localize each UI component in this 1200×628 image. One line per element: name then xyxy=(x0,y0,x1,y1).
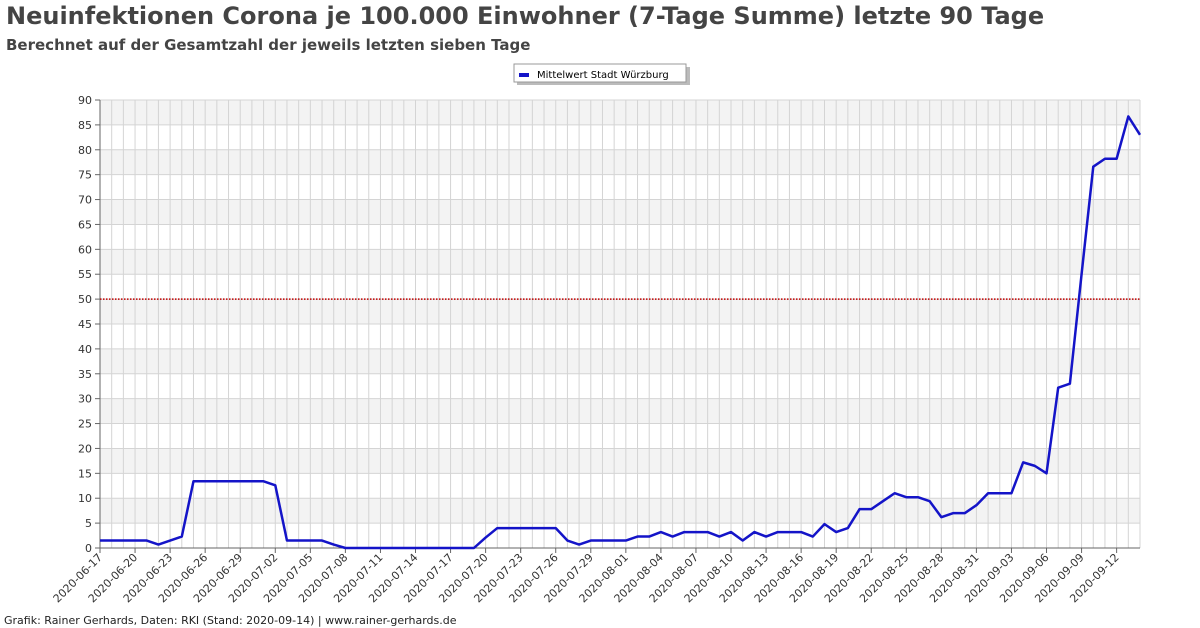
chart-title: Neuinfektionen Corona je 100.000 Einwohn… xyxy=(6,2,1044,30)
legend-box xyxy=(513,63,687,83)
grid-band xyxy=(100,299,1140,324)
data-line xyxy=(100,115,1142,550)
grid-band xyxy=(100,149,1140,175)
grid-band xyxy=(100,199,1140,225)
y-tick-label: 60 xyxy=(78,243,92,256)
y-tick-label: 85 xyxy=(78,119,92,132)
grid-band xyxy=(100,348,1140,374)
y-tick-label: 45 xyxy=(78,318,92,331)
grid-band xyxy=(100,249,1140,275)
y-tick-label: 70 xyxy=(78,194,92,207)
grid-band xyxy=(100,398,1140,424)
y-tick-label: 30 xyxy=(78,393,92,406)
y-tick-label: 90 xyxy=(78,94,92,107)
y-tick-label: 75 xyxy=(78,169,92,182)
y-tick-label: 25 xyxy=(78,418,92,431)
legend-label: Mittelwert Stadt Würzburg xyxy=(537,70,669,81)
y-tick-label: 0 xyxy=(85,542,92,555)
y-tick-label: 40 xyxy=(78,343,92,356)
legend-swatch xyxy=(519,73,529,77)
grid-band xyxy=(100,498,1140,524)
y-tick-label: 15 xyxy=(78,467,92,480)
footer: Grafik: Rainer Gerhards, Daten: RKI (Sta… xyxy=(4,614,457,627)
grid-band xyxy=(100,100,1140,125)
y-tick-label: 50 xyxy=(78,293,92,306)
grid-band xyxy=(100,448,1140,474)
y-tick-label: 20 xyxy=(78,442,92,455)
y-tick-label: 10 xyxy=(78,492,92,505)
y-tick-label: 55 xyxy=(78,268,92,281)
y-tick-label: 5 xyxy=(85,517,92,530)
chart-subtitle: Berechnet auf der Gesamtzahl der jeweils… xyxy=(6,36,530,54)
y-tick-label: 80 xyxy=(78,144,92,157)
y-tick-label: 65 xyxy=(78,218,92,231)
y-tick-label: 35 xyxy=(78,368,92,381)
